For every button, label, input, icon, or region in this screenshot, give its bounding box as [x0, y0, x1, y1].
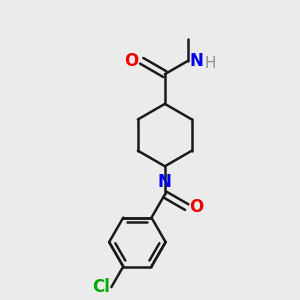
- Text: O: O: [189, 198, 203, 216]
- Text: O: O: [124, 52, 139, 70]
- Text: N: N: [158, 173, 172, 191]
- Text: N: N: [190, 52, 203, 70]
- Text: H: H: [204, 56, 216, 71]
- Text: Cl: Cl: [92, 278, 110, 296]
